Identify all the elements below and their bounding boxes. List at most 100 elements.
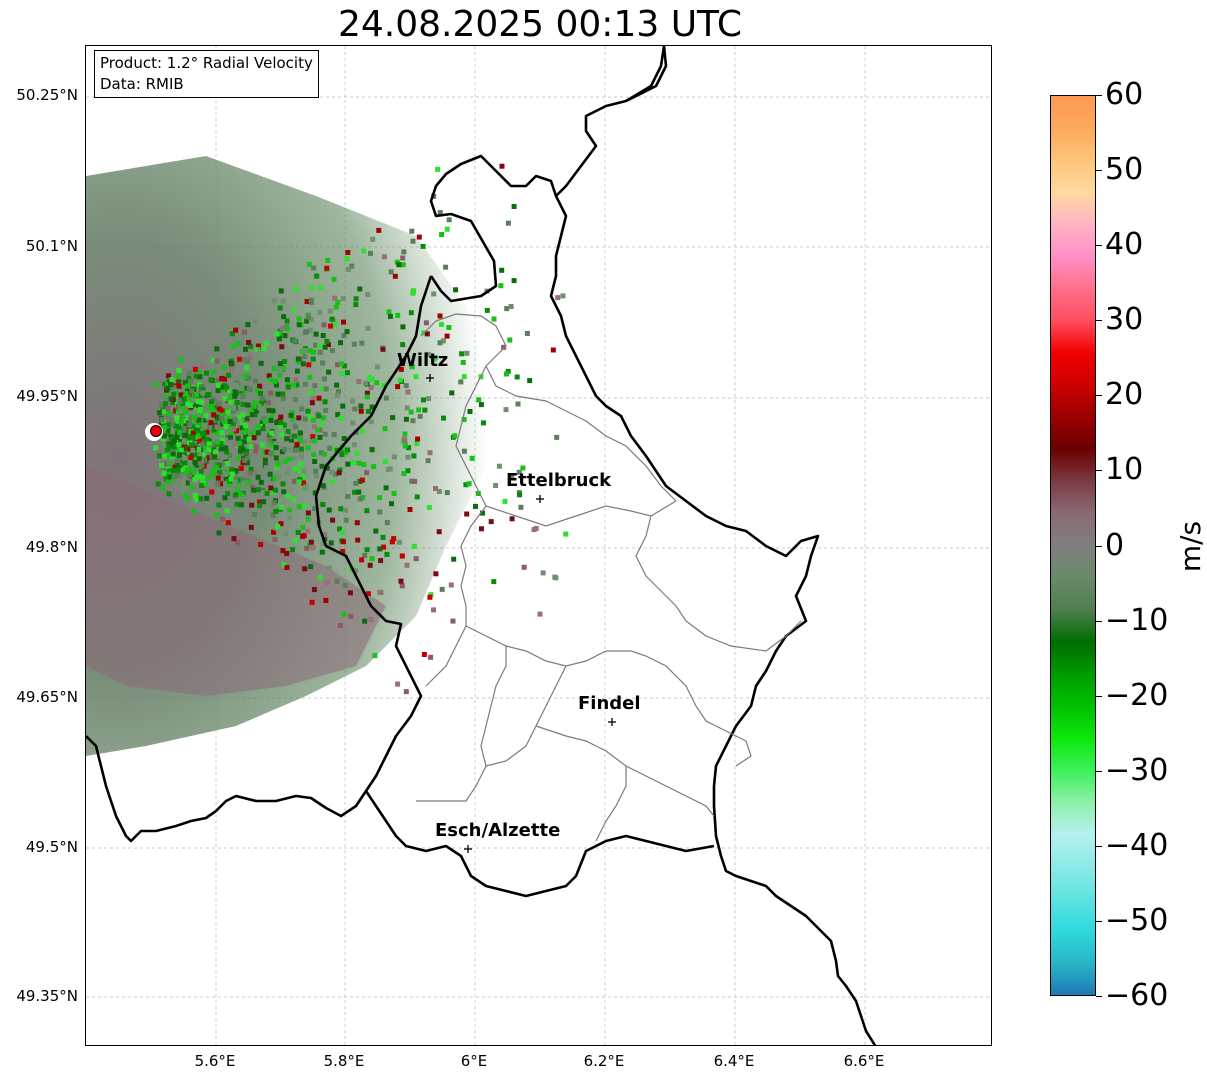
echo-pixel xyxy=(533,525,539,531)
echo-pixel xyxy=(278,414,284,420)
echo-pixel xyxy=(315,427,321,433)
echo-pixel xyxy=(205,502,211,508)
city-markers xyxy=(426,374,616,853)
echo-pixel xyxy=(197,374,203,380)
echo-pixel xyxy=(263,404,269,410)
echo-pixel xyxy=(247,387,253,392)
colorbar-tick-mark xyxy=(1096,95,1102,96)
echo-pixel xyxy=(398,578,404,584)
echo-pixel xyxy=(272,476,278,481)
echo-pixel xyxy=(187,418,193,424)
echo-pixel xyxy=(268,390,274,396)
echo-pixel xyxy=(185,401,190,407)
colorbar-tick-label: 30 xyxy=(1105,302,1144,338)
echo-pixel xyxy=(172,474,178,479)
echo-pixels xyxy=(153,163,569,695)
city-label-findel: Findel xyxy=(578,693,641,714)
echo-pixel xyxy=(345,250,351,255)
echo-pixel xyxy=(168,407,174,413)
echo-pixel xyxy=(439,321,444,327)
echo-pixel xyxy=(332,321,338,327)
echo-pixel xyxy=(411,543,417,549)
echo-pixel xyxy=(285,493,291,499)
echo-pixel xyxy=(406,445,412,451)
echo-pixel xyxy=(336,470,342,476)
echo-pixel xyxy=(233,506,239,512)
echo-pixel xyxy=(246,480,252,486)
echo-pixel xyxy=(306,414,312,420)
echo-pixel xyxy=(248,444,254,450)
echo-pixel xyxy=(195,399,201,405)
echo-pixel xyxy=(292,433,298,439)
echo-pixel xyxy=(359,340,365,346)
echo-pixel xyxy=(338,340,343,346)
echo-pixel xyxy=(399,553,405,559)
radar-map[interactable] xyxy=(85,45,992,1046)
echo-pixel xyxy=(299,406,305,412)
echo-pixel xyxy=(200,475,206,481)
echo-pixel xyxy=(182,409,188,415)
echo-pixel xyxy=(537,611,543,617)
colorbar-unit-label: m/s xyxy=(1174,520,1207,573)
echo-pixel xyxy=(271,298,277,304)
echo-pixel xyxy=(187,422,193,428)
echo-pixel xyxy=(156,453,162,459)
echo-pixel xyxy=(338,506,344,512)
echo-pixel xyxy=(341,333,347,338)
echo-pixel xyxy=(251,403,257,409)
echo-pixel xyxy=(227,395,233,400)
echo-pixel xyxy=(322,532,328,538)
echo-pixel xyxy=(234,400,240,406)
echo-pixel xyxy=(166,428,172,434)
echo-pixel xyxy=(404,405,410,411)
echo-pixel xyxy=(257,503,263,509)
echo-pixel xyxy=(274,420,280,425)
colorbar-tick-label: 40 xyxy=(1105,227,1144,263)
echo-pixel xyxy=(329,469,335,475)
city-marker-wiltz xyxy=(426,374,434,382)
echo-pixel xyxy=(209,454,215,460)
echo-pixel xyxy=(281,489,287,495)
echo-pixel xyxy=(362,618,368,624)
echo-pixel xyxy=(165,385,171,391)
echo-pixel xyxy=(294,442,300,448)
echo-pixel xyxy=(214,512,220,518)
echo-pixel xyxy=(340,549,346,554)
echo-pixel xyxy=(264,449,270,455)
colorbar-tick-mark xyxy=(1096,845,1102,847)
echo-pixel xyxy=(245,455,251,461)
echo-pixel xyxy=(238,443,244,449)
echo-pixel xyxy=(257,348,263,354)
echo-pixel xyxy=(200,387,206,393)
echo-pixel xyxy=(382,426,388,432)
echo-pixel xyxy=(278,504,284,510)
echo-pixel xyxy=(401,249,407,255)
echo-pixel xyxy=(204,429,210,435)
echo-pixel xyxy=(170,429,176,435)
echo-pixel xyxy=(253,444,259,450)
colorbar-tick-mark xyxy=(1096,470,1102,472)
echo-pixel xyxy=(197,381,203,387)
echo-pixel xyxy=(318,285,323,291)
echo-pixel xyxy=(340,539,346,545)
echo-pixel xyxy=(160,485,166,491)
echo-pixel xyxy=(333,471,338,477)
echo-pixel xyxy=(170,454,176,460)
echo-pixel xyxy=(182,380,188,386)
echo-pixel xyxy=(439,232,445,237)
echo-pixel xyxy=(337,623,343,628)
echo-pixel xyxy=(245,322,251,328)
echo-pixel xyxy=(323,407,329,413)
echo-pixel xyxy=(257,499,263,505)
echo-pixel xyxy=(179,454,185,460)
echo-pixel xyxy=(225,491,231,496)
echo-pixel xyxy=(233,327,239,333)
echo-pixel xyxy=(218,446,224,452)
y-tick-label: 49.8°N xyxy=(25,538,78,556)
echo-pixel xyxy=(410,290,416,296)
echo-pixel xyxy=(178,408,184,414)
echo-pixel xyxy=(433,486,438,491)
echo-pixel xyxy=(245,358,251,364)
colorbar-tick-label: 20 xyxy=(1105,377,1144,413)
echo-pixel xyxy=(312,459,318,464)
